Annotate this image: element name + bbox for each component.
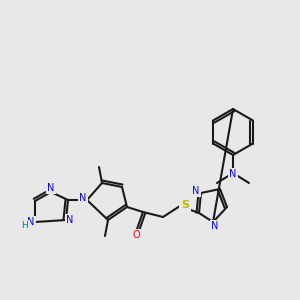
Text: O: O: [132, 230, 140, 240]
Text: H: H: [21, 221, 27, 230]
Text: S: S: [181, 200, 189, 210]
Text: N: N: [229, 169, 237, 179]
Text: N: N: [79, 193, 87, 203]
Text: N: N: [47, 183, 55, 193]
Text: N: N: [211, 221, 219, 231]
Text: N: N: [192, 186, 200, 196]
Text: N: N: [66, 215, 74, 225]
Text: N: N: [27, 217, 35, 227]
